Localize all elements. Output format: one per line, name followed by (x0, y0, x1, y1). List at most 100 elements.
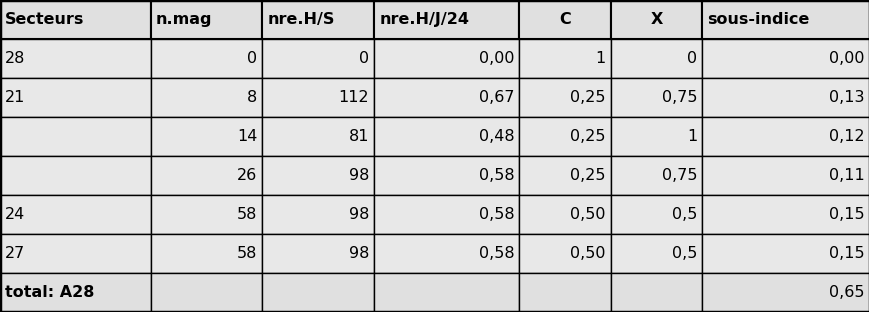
Text: 0,25: 0,25 (570, 129, 605, 144)
Bar (610, 117, 701, 156)
Bar (519, 273, 610, 312)
Bar (150, 195, 262, 234)
Text: 0,48: 0,48 (478, 129, 514, 144)
Bar (262, 78, 374, 117)
Text: X: X (650, 12, 662, 27)
Text: 1: 1 (687, 129, 697, 144)
Text: 0,58: 0,58 (478, 207, 514, 222)
Text: 1: 1 (595, 51, 605, 66)
Bar (701, 39, 869, 78)
Text: 98: 98 (348, 168, 368, 183)
Bar (519, 39, 610, 78)
Bar (519, 78, 610, 117)
Text: total: A28: total: A28 (5, 285, 94, 300)
Bar (701, 78, 869, 117)
Bar (519, 195, 610, 234)
Text: 58: 58 (237, 246, 257, 261)
Bar (610, 156, 701, 195)
Bar (374, 39, 519, 78)
Bar (0, 117, 150, 156)
Text: 58: 58 (237, 207, 257, 222)
Bar (0, 0, 150, 39)
Text: 14: 14 (237, 129, 257, 144)
Bar (374, 0, 519, 39)
Bar (519, 117, 610, 156)
Bar (701, 195, 869, 234)
Text: 0,25: 0,25 (570, 168, 605, 183)
Text: 0,58: 0,58 (478, 246, 514, 261)
Bar (262, 117, 374, 156)
Bar (150, 156, 262, 195)
Bar (150, 78, 262, 117)
Bar (262, 195, 374, 234)
Bar (610, 273, 701, 312)
Bar (519, 0, 610, 39)
Text: 28: 28 (5, 51, 25, 66)
Bar (519, 156, 610, 195)
Text: 0,5: 0,5 (672, 246, 697, 261)
Bar (610, 78, 701, 117)
Bar (0, 39, 150, 78)
Text: C: C (559, 12, 570, 27)
Text: 0,58: 0,58 (478, 168, 514, 183)
Text: n.mag: n.mag (156, 12, 212, 27)
Bar (150, 0, 262, 39)
Bar (610, 39, 701, 78)
Text: nre.H/J/24: nre.H/J/24 (379, 12, 468, 27)
Text: 0,12: 0,12 (828, 129, 864, 144)
Bar (262, 0, 374, 39)
Bar (610, 195, 701, 234)
Bar (610, 234, 701, 273)
Bar (150, 117, 262, 156)
Bar (374, 234, 519, 273)
Bar (150, 273, 262, 312)
Text: 0,5: 0,5 (672, 207, 697, 222)
Bar (150, 234, 262, 273)
Bar (374, 195, 519, 234)
Text: 24: 24 (5, 207, 25, 222)
Bar (701, 273, 869, 312)
Text: 0,15: 0,15 (828, 246, 864, 261)
Text: 0,15: 0,15 (828, 207, 864, 222)
Text: 0: 0 (247, 51, 257, 66)
Text: 81: 81 (348, 129, 368, 144)
Bar (701, 117, 869, 156)
Text: 0,75: 0,75 (661, 90, 697, 105)
Text: 112: 112 (338, 90, 368, 105)
Text: 0,00: 0,00 (828, 51, 864, 66)
Bar (374, 78, 519, 117)
Bar (262, 39, 374, 78)
Bar (610, 0, 701, 39)
Text: 98: 98 (348, 246, 368, 261)
Text: 98: 98 (348, 207, 368, 222)
Bar (262, 156, 374, 195)
Text: 0,25: 0,25 (570, 90, 605, 105)
Text: 0,65: 0,65 (828, 285, 864, 300)
Text: sous-indice: sous-indice (706, 12, 809, 27)
Text: 0,50: 0,50 (570, 246, 605, 261)
Bar (262, 234, 374, 273)
Bar (0, 156, 150, 195)
Bar (701, 0, 869, 39)
Bar (374, 156, 519, 195)
Bar (701, 156, 869, 195)
Text: Secteurs: Secteurs (5, 12, 84, 27)
Bar (262, 273, 374, 312)
Text: 0: 0 (359, 51, 368, 66)
Bar (519, 234, 610, 273)
Text: 21: 21 (5, 90, 25, 105)
Text: 0,50: 0,50 (570, 207, 605, 222)
Text: nre.H/S: nre.H/S (267, 12, 335, 27)
Text: 0,13: 0,13 (828, 90, 864, 105)
Bar (0, 195, 150, 234)
Text: 0,11: 0,11 (828, 168, 864, 183)
Text: 0,75: 0,75 (661, 168, 697, 183)
Bar (374, 273, 519, 312)
Bar (701, 234, 869, 273)
Text: 8: 8 (247, 90, 257, 105)
Text: 0: 0 (687, 51, 697, 66)
Bar (0, 234, 150, 273)
Bar (0, 273, 150, 312)
Text: 26: 26 (237, 168, 257, 183)
Bar (150, 39, 262, 78)
